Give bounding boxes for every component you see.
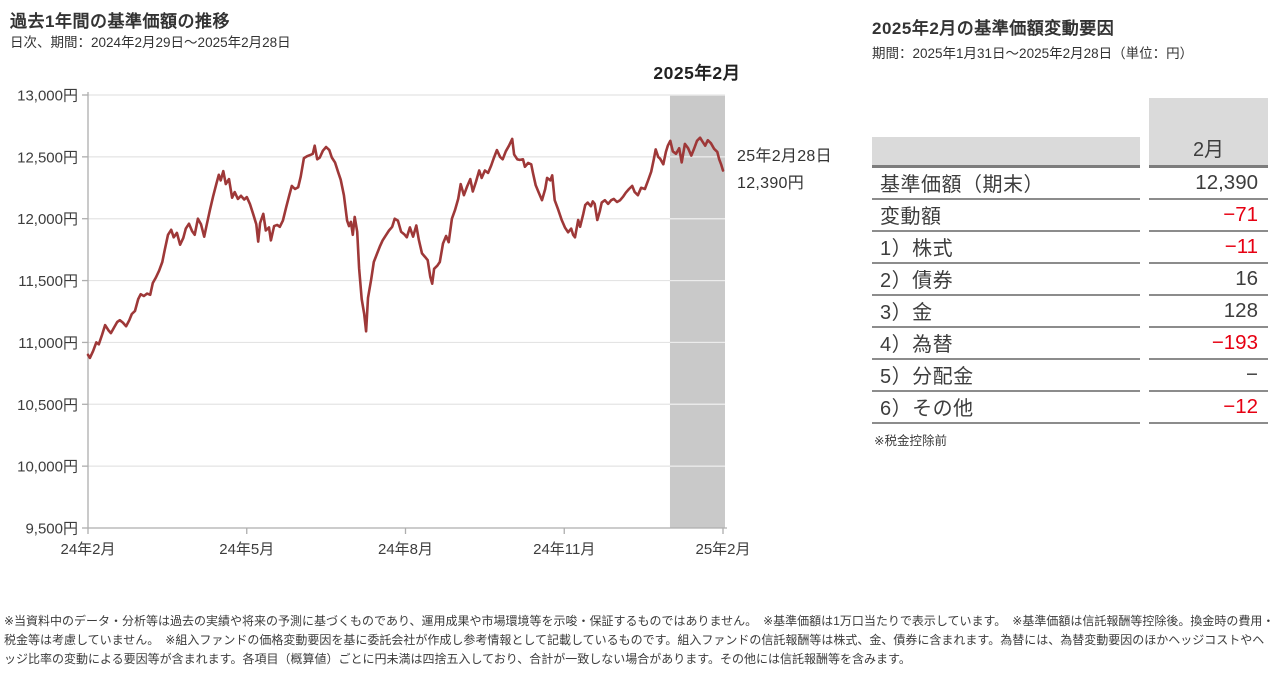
row-label: 3）金 [872, 296, 1140, 328]
row-value: −193 [1149, 328, 1268, 360]
gridlines [88, 94, 725, 467]
column-gap [1140, 264, 1149, 296]
highlight-band [669, 95, 725, 528]
table-row: 6）その他 −12 [872, 392, 1268, 424]
table-row: 1）株式 −11 [872, 232, 1268, 264]
header-month-cell: 2月 [1149, 98, 1268, 168]
row-value: −11 [1149, 232, 1268, 264]
y-tick-label: 10,000円 [17, 459, 78, 476]
factors-table-header: 2月 [872, 98, 1268, 168]
table-row: 4）為替 −193 [872, 328, 1268, 360]
table-footnote: ※税金控除前 [874, 434, 947, 448]
factors-table: 2月 基準価額（期末） 12,390 変動額 −71 1）株式 −11 2）債券 16 3）金 1… [872, 98, 1268, 424]
last-point-date: 25年2月28日 [737, 148, 832, 165]
x-tick-label: 25年2月 [695, 541, 750, 558]
row-value: −71 [1149, 200, 1268, 232]
row-value: −12 [1149, 392, 1268, 424]
column-gap [1140, 296, 1149, 328]
column-gap [1140, 392, 1149, 424]
row-value: 16 [1149, 264, 1268, 296]
x-tick-label: 24年11月 [533, 541, 595, 558]
row-value: 12,390 [1149, 168, 1268, 200]
table-row: 基準価額（期末） 12,390 [872, 168, 1268, 200]
last-point-value: 12,390円 [737, 175, 805, 192]
column-gap [1140, 200, 1149, 232]
row-value: − [1149, 360, 1268, 392]
row-label: 5）分配金 [872, 360, 1140, 392]
row-value: 128 [1149, 296, 1268, 328]
column-gap [1140, 232, 1149, 264]
chart-title: 過去1年間の基準価額の推移 [10, 12, 230, 31]
y-tick-label: 12,000円 [17, 211, 78, 228]
y-tick-label: 11,000円 [18, 335, 78, 352]
header-empty-cell [872, 137, 1140, 168]
axes: 13,000円 12,500円 12,000円 11,500円 11,000円 10,50… [17, 88, 750, 559]
x-tick-label: 24年8月 [378, 541, 433, 558]
y-tick-label: 12,500円 [17, 149, 78, 166]
column-gap [1140, 360, 1149, 392]
column-gap [1140, 168, 1149, 200]
table-row: 2）債券 16 [872, 264, 1268, 296]
factors-subtitle: 期間：2025年1月31日～2025年2月28日（単位：円） [872, 46, 1194, 61]
row-label: 4）為替 [872, 328, 1140, 360]
row-label: 2）債券 [872, 264, 1140, 296]
y-tick-label: 11,500円 [18, 273, 78, 290]
table-row: 5）分配金 − [872, 360, 1268, 392]
y-tick-label: 13,000円 [17, 88, 78, 105]
nav-price-line [86, 136, 725, 360]
row-label: 6）その他 [872, 392, 1140, 424]
row-label: 1）株式 [872, 232, 1140, 264]
column-gap [1140, 328, 1149, 360]
y-tick-label: 10,500円 [17, 397, 78, 414]
table-row: 3）金 128 [872, 296, 1268, 328]
y-tick-label: 9,500円 [25, 521, 78, 538]
nav-line-chart: 13,000円 12,500円 12,000円 11,500円 11,000円 10,50… [17, 88, 750, 559]
row-label: 基準価額（期末） [872, 168, 1140, 200]
disclaimer-note: ※当資料中のデータ・分析等は過去の実績や将来の予測に基づくものであり、運用成果や… [4, 614, 1275, 667]
chart-subtitle: 日次、期間：2024年2月29日～2025年2月28日 [10, 35, 291, 50]
factors-table-body: 基準価額（期末） 12,390 変動額 −71 1）株式 −11 2）債券 16 3）金 128 4… [872, 168, 1268, 424]
factors-title: 2025年2月の基準価額変動要因 [872, 19, 1115, 38]
row-label: 変動額 [872, 200, 1140, 232]
x-tick-label: 24年5月 [219, 541, 274, 558]
highlight-band-label: 2025年2月 [653, 63, 741, 83]
table-row: 変動額 −71 [872, 200, 1268, 232]
last-point-annotation: 25年2月28日 12,390円 [737, 143, 832, 197]
x-tick-label: 24年2月 [60, 541, 115, 558]
